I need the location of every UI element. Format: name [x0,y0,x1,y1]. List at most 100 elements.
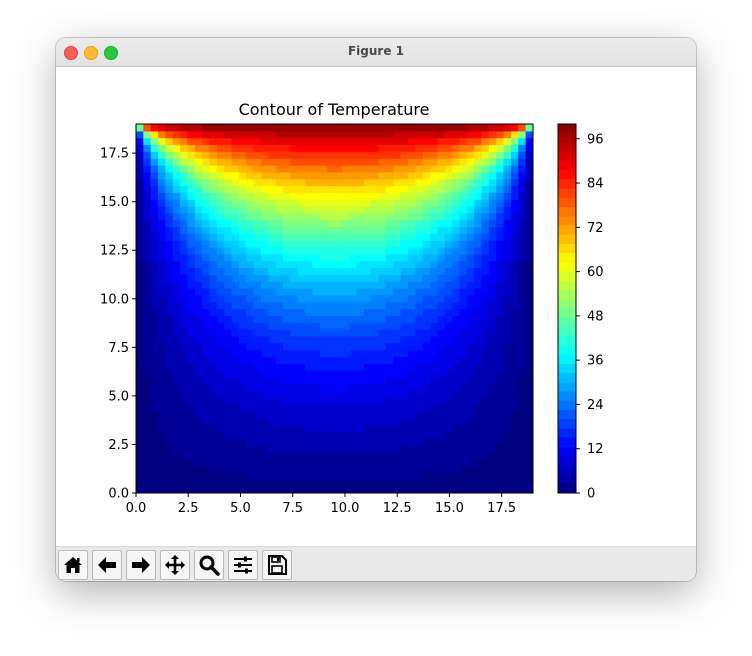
contour-cell [312,281,321,289]
contour-cell [260,130,269,139]
contour-cell [518,370,527,378]
contour-cell [150,472,159,480]
contour-cell [525,417,533,426]
contour-cell [488,185,497,193]
contour-cell [238,158,247,166]
minimize-window-button[interactable] [84,46,98,60]
contour-cell [327,349,336,357]
contour-cell [371,240,380,248]
contour-cell [290,294,299,303]
contour-cell [341,486,350,493]
contour-cell [466,294,475,303]
contour-cell [518,253,527,262]
zoom-button[interactable] [194,550,224,580]
contour-cell [393,465,402,474]
contour-cell [437,288,446,296]
contour-cell [518,226,527,234]
contour-cell [231,383,240,392]
contour-cell [275,486,284,493]
contour-cell [422,294,431,303]
contour-cell [209,240,218,248]
contour-cell [496,452,505,460]
pan-button[interactable] [160,550,190,580]
contour-cell [385,288,394,296]
contour-cell [481,452,490,460]
contour-cell [371,383,380,392]
contour-cell [194,165,203,173]
contour-cell [452,165,461,173]
contour-cell [400,356,409,364]
back-button[interactable] [92,550,122,580]
contour-cell [474,219,483,228]
contour-cell [150,335,159,344]
contour-cell [385,417,394,426]
contour-cell [143,212,152,221]
contour-cell [430,171,439,180]
contour-cell [496,151,505,159]
contour-cell [216,171,225,180]
close-window-button[interactable] [64,46,78,60]
contour-cell [510,137,519,146]
contour-cell [400,158,409,166]
contour-cell [180,438,189,446]
contour-cell [275,417,284,426]
contour-cell [444,130,453,139]
contour-cell [165,288,174,296]
contour-cell [459,260,468,269]
contour-cell [503,288,512,296]
forward-button[interactable] [126,550,156,580]
contour-cell [481,383,490,392]
zoom-window-button[interactable] [104,46,118,60]
contour-cell [202,329,211,337]
contour-cell [290,219,299,228]
contour-cell [525,247,533,255]
contour-cell [319,178,328,187]
contour-cell [518,342,527,351]
contour-cell [488,171,497,180]
contour-cell [393,363,402,371]
contour-cell [503,431,512,439]
contour-cell [224,417,233,426]
contour-cell [408,151,416,159]
home-button[interactable] [58,550,88,580]
contour-cell [165,308,174,316]
contour-cell [187,151,196,159]
contour-cell [341,452,350,460]
contour-cell [349,411,358,419]
contour-cell [356,301,365,310]
contour-cell [444,452,453,460]
contour-cell [165,445,174,453]
contour-cell [356,472,365,480]
contour-cell [525,212,533,221]
contour-cell [393,226,402,234]
contour-cell [408,158,416,166]
configure-subplots-button[interactable] [228,550,258,580]
contour-cell [312,370,321,378]
contour-cell [327,335,336,344]
contour-cell [202,315,211,323]
contour-cell [356,199,365,207]
contour-cell [488,288,497,296]
contour-cell [341,458,350,467]
contour-cell [268,247,277,255]
contour-cell [481,288,490,296]
contour-cell [319,397,328,405]
contour-cell [172,417,181,426]
contour-cell [283,411,291,419]
contour-cell [187,247,196,255]
figure-canvas[interactable]: Contour of Temperature 0.0 2.5 5.0 7.5 10.0 1… [56,67,696,546]
contour-cell [202,472,211,480]
title-bar[interactable]: Figure 1 [56,38,696,67]
contour-cell [172,486,181,493]
contour-cell [268,165,277,173]
contour-cell [216,452,225,460]
save-button[interactable] [262,550,292,580]
contour-cell [150,322,159,330]
contour-cell [496,315,505,323]
colorbar-tick-label: 36 [587,354,604,369]
contour-cell [341,322,350,330]
contour-cell [371,356,380,364]
contour-cell [290,322,299,330]
contour-cell [400,445,409,453]
contour-cell [341,363,350,371]
